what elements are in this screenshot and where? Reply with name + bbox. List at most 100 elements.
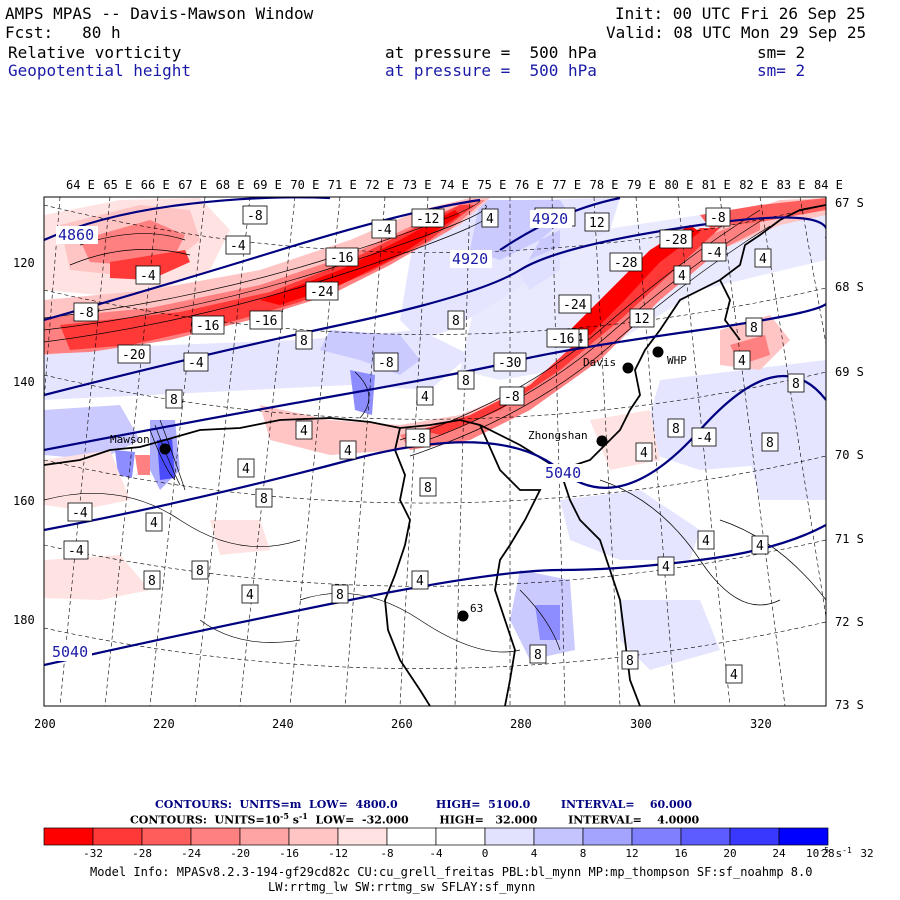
longitude-label: 79 E: [627, 178, 656, 192]
station-label-davis: Davis: [583, 356, 616, 369]
colorbar-swatch: [288, 827, 339, 846]
vorticity-label-box: [733, 350, 751, 370]
vorticity-label: -4: [691, 427, 717, 447]
height-label-bg: [50, 643, 92, 661]
x-tick-label: 220: [153, 717, 175, 731]
colorbar-swatch: [484, 827, 535, 846]
station-marker-site-63: [457, 610, 469, 622]
vorticity-label-text: 4: [344, 444, 352, 459]
vorticity-label-text: -12: [416, 212, 439, 227]
vorticity-label: -16: [546, 328, 580, 348]
vorticity-label-text: 4: [300, 424, 308, 439]
vorticity-label-text: 8: [672, 422, 680, 437]
vort-legend-exp: -5: [280, 811, 289, 821]
longitude-label: 76 E: [515, 178, 544, 192]
height-label: 4860: [58, 226, 94, 244]
colorbar-label: 12: [625, 847, 638, 860]
vorticity-label: 8: [621, 650, 639, 670]
vort-legend-s: s: [288, 813, 299, 827]
vorticity-label-text: 8: [148, 574, 156, 589]
vorticity-label-box: [761, 432, 779, 452]
longitude-label: 73 E: [403, 178, 432, 192]
height-label: 4920: [532, 210, 568, 228]
vorticity-label: -4: [63, 540, 89, 560]
longitude-label: 83 E: [777, 178, 806, 192]
colorbar-label: -20: [230, 847, 250, 860]
vorticity-label: 8: [295, 330, 313, 350]
vorticity-label-text: -16: [330, 251, 353, 266]
vorticity-label-box: [371, 219, 397, 239]
vorticity-label-text: -28: [664, 233, 687, 248]
vorticity-label-box: [255, 488, 273, 508]
vorticity-label: -8: [705, 207, 731, 227]
station-marker-mawson: [159, 443, 171, 455]
vorticity-label-box: [242, 205, 268, 225]
vorticity-label-box: [629, 308, 655, 328]
vorticity-label-text: -4: [188, 356, 204, 371]
vorticity-label-text: -24: [563, 298, 587, 313]
init-time: Init: 00 UTC Fri 26 Sep 25: [615, 4, 866, 23]
vorticity-label-box: [457, 370, 475, 390]
vorticity-label-text: -4: [696, 431, 712, 446]
latitude-label: 69 S: [835, 365, 864, 379]
vorticity-label: 4: [751, 535, 769, 555]
longitude-label: 68 E: [216, 178, 245, 192]
colorbar-label: 16: [674, 847, 687, 860]
station-label-whp: WHP: [667, 354, 687, 367]
vorticity-label: -8: [73, 302, 99, 322]
vorticity-label-text: 8: [626, 654, 634, 669]
vorticity-label-box: [237, 458, 255, 478]
vorticity-label-box: [667, 418, 685, 438]
vorticity-label-box: [225, 235, 251, 255]
vorticity-label: 4: [673, 265, 691, 285]
vorticity-label: 8: [191, 560, 209, 580]
vorticity-label-text: 8: [170, 393, 178, 408]
colorbar-label: 8: [580, 847, 587, 860]
vorticity-label-text: 4: [738, 354, 746, 369]
vorticity-label-text: -4: [376, 223, 392, 238]
colorbar-swatch: [533, 827, 584, 846]
longitude-label: 66 E: [141, 178, 170, 192]
vorticity-label: 4: [657, 556, 675, 576]
vorticity-label: -4: [701, 242, 727, 262]
colorbar-label: 24: [772, 847, 786, 860]
field1-level: at pressure = 500 hPa: [385, 43, 597, 62]
vorticity-label-box: [165, 389, 183, 409]
vorticity-label-text: -4: [230, 239, 246, 254]
vorticity-label-text: 4: [678, 269, 686, 284]
vorticity-label: 4: [754, 248, 772, 268]
longitude-label: 81 E: [702, 178, 731, 192]
vorticity-label-text: -8: [378, 356, 394, 371]
latitude-label: 68 S: [835, 280, 864, 294]
colorbar-label: -24: [181, 847, 201, 860]
colorbar-label: -12: [328, 847, 348, 860]
x-tick-label: 200: [34, 717, 56, 731]
vorticity-label-box: [725, 664, 743, 684]
longitude-label: 75 E: [477, 178, 506, 192]
vorticity-label-text: -16: [551, 332, 574, 347]
vorticity-label-box: [657, 556, 675, 576]
y-tick-label: 160: [13, 494, 35, 508]
vorticity-label-box: [745, 317, 763, 337]
vorticity-label-box: [621, 650, 639, 670]
vorticity-label: 4: [411, 570, 429, 590]
longitude-label: 67 E: [178, 178, 207, 192]
vorticity-label-box: [499, 386, 525, 406]
vorticity-label-text: -16: [254, 314, 277, 329]
colorbar-swatch: [239, 827, 290, 846]
vorticity-label-box: [325, 247, 359, 267]
forecast-hour: Fcst: 80 h: [5, 23, 121, 42]
vorticity-label-box: [373, 352, 399, 372]
vorticity-label-box: [73, 302, 99, 322]
vorticity-label: 8: [529, 644, 547, 664]
plot-frame: [43, 196, 827, 707]
y-tick-label: 120: [13, 256, 35, 270]
latitude-label: 67 S: [835, 196, 864, 210]
y-axis-tick-labels: 120 140 160 180: [13, 256, 35, 627]
height-label-bg: [530, 210, 572, 228]
vorticity-label: -8: [499, 386, 525, 406]
vorticity-label-text: 4: [421, 390, 429, 405]
vorticity-label-text: -4: [140, 269, 156, 284]
longitude-labels: 64 E 65 E 66 E 67 E 68 E 69 E 70 E 71 E 72 E 73 E…: [66, 178, 843, 192]
vorticity-label-text: -20: [122, 348, 145, 363]
